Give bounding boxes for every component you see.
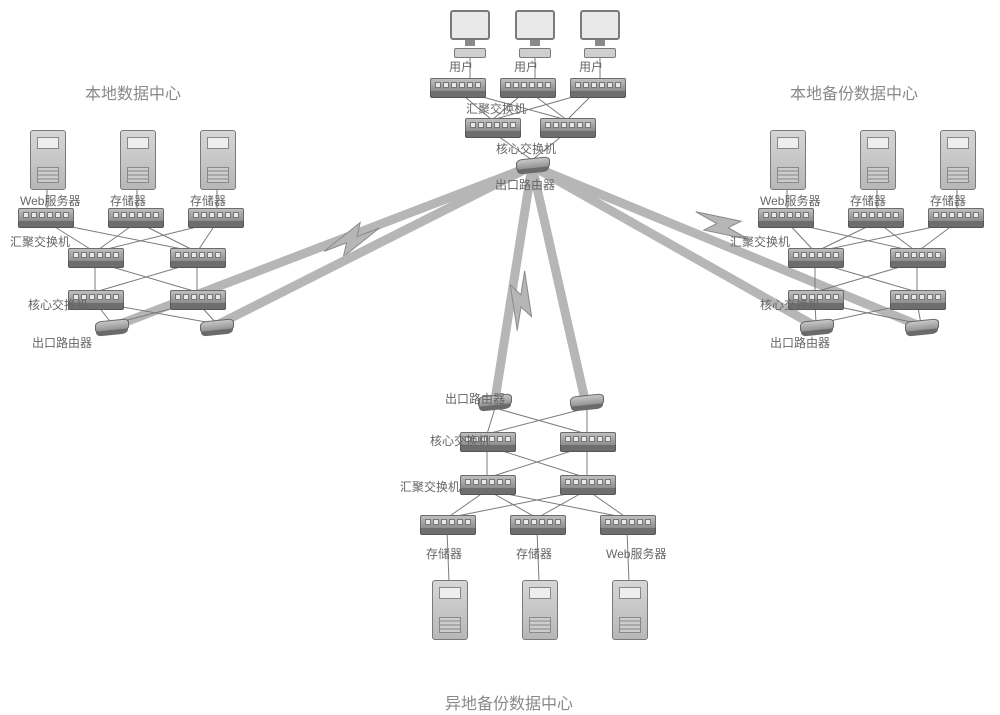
server-label: 存储器 bbox=[110, 192, 146, 209]
access-switch bbox=[420, 515, 476, 529]
user-label: 用户 bbox=[449, 58, 473, 75]
agg-switch-label: 汇聚交换机 bbox=[400, 478, 460, 495]
agg-switch bbox=[170, 248, 226, 262]
server bbox=[120, 130, 158, 190]
server-label: Web服务器 bbox=[606, 545, 666, 562]
user-pc bbox=[575, 10, 625, 58]
agg-switch-label: 汇聚交换机 bbox=[466, 100, 526, 117]
server bbox=[522, 580, 560, 640]
agg-switch bbox=[788, 248, 844, 262]
access-switch bbox=[510, 515, 566, 529]
server bbox=[770, 130, 808, 190]
core-switch-label: 核心交换机 bbox=[496, 140, 556, 157]
agg-switch bbox=[460, 475, 516, 489]
router bbox=[570, 395, 602, 411]
server bbox=[612, 580, 650, 640]
server-label: 存储器 bbox=[850, 192, 886, 209]
access-switch bbox=[108, 208, 164, 222]
egress-label: 出口路由器 bbox=[770, 334, 830, 351]
core-switch bbox=[890, 290, 946, 304]
server bbox=[30, 130, 68, 190]
agg-switch bbox=[68, 248, 124, 262]
router bbox=[905, 320, 937, 336]
server bbox=[860, 130, 898, 190]
user-pc bbox=[445, 10, 495, 58]
server-label: 存储器 bbox=[190, 192, 226, 209]
egress-label: 出口路由器 bbox=[445, 390, 505, 407]
user-label: 用户 bbox=[514, 58, 538, 75]
server-label: 存储器 bbox=[426, 545, 462, 562]
core-switch bbox=[465, 118, 521, 132]
egress-label: 出口路由器 bbox=[495, 176, 555, 193]
user-pc bbox=[510, 10, 560, 58]
agg-switch-label: 汇聚交换机 bbox=[730, 233, 790, 250]
access-switch bbox=[848, 208, 904, 222]
access-switch bbox=[188, 208, 244, 222]
agg-switch-label: 汇聚交换机 bbox=[10, 233, 70, 250]
user-label: 用户 bbox=[579, 58, 603, 75]
access-switch bbox=[758, 208, 814, 222]
agg-switch bbox=[570, 78, 626, 92]
server-label: 存储器 bbox=[930, 192, 966, 209]
access-switch bbox=[928, 208, 984, 222]
title-remote: 异地备份数据中心 bbox=[445, 690, 573, 714]
core-switch bbox=[540, 118, 596, 132]
server bbox=[200, 130, 238, 190]
router bbox=[95, 320, 127, 336]
agg-switch bbox=[890, 248, 946, 262]
core-switch bbox=[560, 432, 616, 446]
server-label: 存储器 bbox=[516, 545, 552, 562]
access-switch bbox=[18, 208, 74, 222]
server-label: Web服务器 bbox=[760, 192, 820, 209]
core-switch bbox=[170, 290, 226, 304]
server-label: Web服务器 bbox=[20, 192, 80, 209]
agg-switch bbox=[500, 78, 556, 92]
server bbox=[432, 580, 470, 640]
egress-label: 出口路由器 bbox=[32, 334, 92, 351]
title-backup: 本地备份数据中心 bbox=[790, 80, 918, 104]
core-switch-label: 核心交换机 bbox=[760, 296, 820, 313]
server bbox=[940, 130, 978, 190]
agg-switch bbox=[430, 78, 486, 92]
access-switch bbox=[600, 515, 656, 529]
title-local: 本地数据中心 bbox=[85, 80, 181, 104]
agg-switch bbox=[560, 475, 616, 489]
router bbox=[516, 158, 548, 174]
core-switch-label: 核心交换机 bbox=[28, 296, 88, 313]
diagram-canvas: { "canvas": { "w": 1000, "h": 715, "bg":… bbox=[0, 0, 1000, 715]
router bbox=[200, 320, 232, 336]
core-switch-label: 核心交换机 bbox=[430, 432, 490, 449]
